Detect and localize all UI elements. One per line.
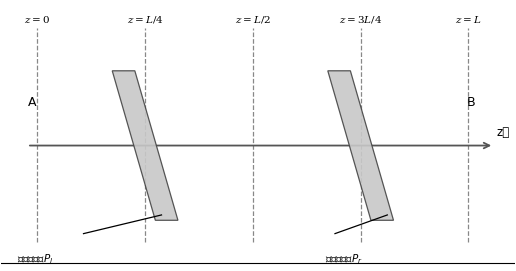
Text: z轴: z轴 [496, 126, 510, 139]
Text: $z=L/2$: $z=L/2$ [235, 14, 271, 25]
Text: $z=0$: $z=0$ [24, 14, 51, 25]
Text: B: B [466, 96, 475, 109]
Text: 随机相位屏$P_r$: 随机相位屏$P_r$ [325, 252, 363, 266]
Text: 随机相位屏$P_l$: 随机相位屏$P_l$ [17, 252, 53, 266]
Text: $z=L/4$: $z=L/4$ [127, 14, 164, 25]
Text: $z=L$: $z=L$ [455, 14, 481, 25]
Text: A: A [28, 96, 37, 109]
Polygon shape [328, 71, 394, 220]
Polygon shape [112, 71, 178, 220]
Text: $z=3L/4$: $z=3L/4$ [339, 14, 382, 25]
